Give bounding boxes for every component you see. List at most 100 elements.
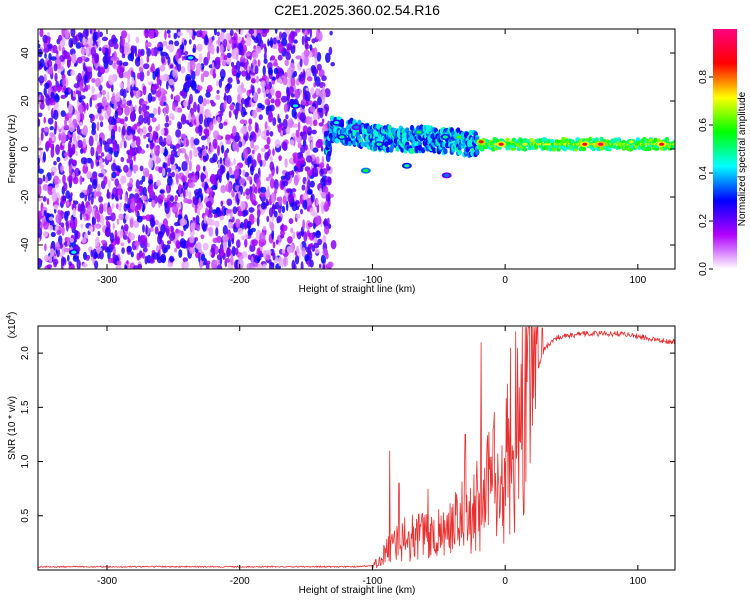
spectrogram-noise-cell: [328, 46, 333, 56]
spectrogram-noise-cell: [273, 179, 279, 190]
spectrogram-noise-cell: [98, 47, 102, 52]
spectrogram-noise-cell: [119, 82, 124, 89]
spectrogram-noise-cell: [178, 249, 183, 258]
spectrogram-noise-cell: [48, 216, 54, 221]
spectrogram-noise-cell: [229, 104, 235, 111]
spectrogram-noise-cell: [197, 124, 203, 133]
spectrogram-noise-cell: [77, 32, 82, 38]
spectrogram-noise-cell: [175, 143, 181, 149]
spectrogram-noise-cell: [91, 86, 95, 94]
spectrogram-noise-cell: [257, 152, 262, 164]
spectrogram-noise-cell: [219, 256, 223, 266]
spectrogram-noise-cell: [113, 150, 119, 158]
spectrogram-noise-cell: [94, 94, 98, 101]
spectrogram-noise-cell: [256, 256, 261, 262]
spectrogram-ridge-cell: [409, 124, 415, 131]
spectrogram-noise-cell: [210, 44, 215, 55]
spectrogram-noise-cell: [126, 100, 132, 106]
spectrogram-noise-cell: [307, 222, 314, 228]
spectrogram-noise-cell: [257, 187, 261, 194]
spectrogram-noise-cell: [326, 163, 330, 172]
spectrogram-noise-cell: [233, 47, 239, 53]
spectrogram-noise-cell: [144, 171, 149, 176]
spectrogram-noise-cell: [34, 255, 38, 259]
spectrogram-ridge-cell: [522, 147, 528, 152]
spectrogram-noise-cell: [38, 43, 41, 49]
spectrogram-noise-cell: [152, 107, 158, 115]
spectrogram-noise-cell: [310, 141, 314, 152]
spectrogram-noise-cell: [141, 175, 146, 182]
spectrogram-noise-cell: [283, 103, 288, 113]
spectrogram-noise-cell: [317, 96, 322, 106]
colorbar-gradient: [713, 29, 737, 269]
spectrogram-ridge-cell: [457, 149, 462, 156]
spectrogram-noise-cell: [53, 109, 59, 121]
spectrogram-noise-cell: [190, 242, 195, 248]
spectrogram-noise-cell: [325, 252, 329, 260]
spectrogram-noise-cell: [175, 168, 179, 175]
spectrogram-noise-cell: [148, 30, 155, 39]
spectrogram-noise-cell: [46, 198, 50, 205]
spectrogram-noise-cell: [57, 209, 62, 215]
spectrogram-noise-cell: [106, 106, 112, 116]
spectrogram-noise-cell: [101, 152, 105, 157]
spectrogram-noise-cell: [278, 207, 282, 214]
spectrogram-noise-cell: [126, 81, 132, 92]
spectrogram-noise-cell: [315, 29, 320, 40]
spectrogram-noise-cell: [198, 53, 203, 63]
spectrogram-noise-cell: [54, 225, 58, 233]
spectrogram-noise-cell: [212, 69, 216, 79]
spectrogram-noise-cell: [230, 254, 234, 266]
spectrogram-noise-cell: [100, 164, 105, 170]
spectrogram-noise-cell: [312, 147, 319, 153]
spectrogram-noise-cell: [136, 199, 142, 211]
spectrogram-peak-cell: [498, 142, 504, 146]
spectrogram-noise-cell: [177, 151, 180, 156]
spectrogram-noise-cell: [195, 215, 200, 225]
x-tick-label: -100: [362, 576, 382, 587]
spectrogram-noise-cell: [233, 42, 237, 48]
spectrogram-noise-cell: [299, 112, 306, 122]
spectrogram-noise-cell: [250, 84, 253, 93]
spectrogram-peak-cell: [628, 140, 634, 144]
spectrogram-noise-cell: [272, 62, 279, 67]
spectrogram-noise-cell: [203, 128, 210, 135]
spectrogram-noise-cell: [72, 207, 77, 218]
spectrogram-noise-cell: [244, 238, 248, 248]
spectrogram-noise-cell: [253, 91, 259, 102]
spectrogram-noise-cell: [288, 218, 294, 225]
spectrogram-noise-cell: [271, 229, 275, 240]
spectrogram-noise-cell: [138, 66, 144, 73]
spectrogram-noise-cell: [309, 116, 313, 127]
spectrogram-noise-cell: [180, 148, 187, 154]
spectrogram-noise-cell: [202, 242, 209, 251]
spectrogram-noise-cell: [76, 259, 81, 269]
spectrogram-noise-cell: [157, 46, 163, 52]
spectrogram-noise-cell: [318, 263, 322, 269]
spectrogram-noise-cell: [94, 223, 102, 229]
spectrogram-noise-cell: [289, 62, 295, 73]
spectrogram-noise-cell: [106, 188, 110, 200]
spectrogram-ridge-cell: [529, 137, 534, 143]
spectrogram-noise-cell: [139, 129, 143, 137]
spectrogram-noise-cell: [131, 76, 135, 88]
spectrogram-noise-cell: [165, 134, 172, 145]
spectrogram-noise-cell: [124, 264, 128, 269]
spectrogram-x-axis-label: Height of straight line (km): [299, 284, 416, 295]
spectrogram-ridge-cell: [475, 149, 480, 156]
spectrogram-noise-cell: [206, 188, 210, 194]
spectrogram-noise-cell: [287, 193, 294, 204]
spectrogram-ridge-cell: [581, 146, 587, 152]
spectrogram-noise-cell: [235, 60, 241, 72]
spectrogram-noise-cell: [188, 182, 195, 189]
spectrogram-noise-cell: [253, 45, 257, 50]
spectrogram-noise-cell: [150, 149, 154, 156]
spectrogram-noise-cell: [304, 89, 308, 101]
spectrogram-noise-cell: [83, 215, 87, 222]
spectrogram-noise-cell: [139, 165, 144, 172]
spectrogram-noise-cell: [272, 241, 276, 249]
spectrogram-noise-cell: [209, 157, 216, 164]
spectrogram-noise-cell: [322, 263, 326, 269]
spectrogram-noise-cell: [203, 117, 209, 128]
spectrogram-noise-cell: [208, 251, 212, 256]
